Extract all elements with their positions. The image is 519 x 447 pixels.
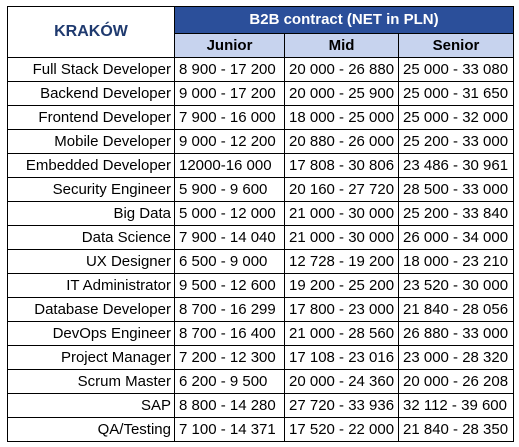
senior-salary-cell: 32 112 - 39 600: [398, 393, 514, 418]
mid-salary-cell: 20 160 - 27 720: [284, 177, 399, 202]
senior-salary-cell: 25 000 - 31 650: [398, 81, 514, 106]
role-cell: Project Manager: [7, 345, 175, 370]
mid-salary-cell: 17 800 - 23 000: [284, 297, 399, 322]
role-cell: Mobile Developer: [7, 129, 175, 154]
header-row-top: KRAKÓW B2B contract (NET in PLN): [7, 6, 514, 58]
table-row: IT Administrator 9 500 - 12 600 19 200 -…: [7, 273, 514, 298]
senior-salary-cell: 26 000 - 34 000: [398, 225, 514, 250]
role-cell: SAP: [7, 393, 175, 418]
table-row: UX Designer 6 500 - 9 000 12 728 - 19 20…: [7, 249, 514, 274]
table-row: Embedded Developer 12000-16 000 17 808 -…: [7, 153, 514, 178]
junior-salary-cell: 5 900 - 9 600: [174, 177, 285, 202]
table-row: Security Engineer 5 900 - 9 600 20 160 -…: [7, 177, 514, 202]
table-row: QA/Testing 7 100 - 14 371 17 520 - 22 00…: [7, 417, 514, 442]
role-cell: UX Designer: [7, 249, 175, 274]
senior-salary-cell: 26 880 - 33 000: [398, 321, 514, 346]
senior-salary-cell: 28 500 - 33 000: [398, 177, 514, 202]
table-row: Database Developer 8 700 - 16 299 17 800…: [7, 297, 514, 322]
mid-salary-cell: 20 000 - 26 880: [284, 57, 399, 82]
city-header: KRAKÓW: [7, 6, 175, 58]
table-row: DevOps Engineer 8 700 - 16 400 21 000 - …: [7, 321, 514, 346]
junior-salary-cell: 9 500 - 12 600: [174, 273, 285, 298]
table-row: Full Stack Developer 8 900 - 17 200 20 0…: [7, 57, 514, 82]
role-cell: QA/Testing: [7, 417, 175, 442]
contract-type-header: B2B contract (NET in PLN): [174, 6, 514, 34]
senior-salary-cell: 25 200 - 33 840: [398, 201, 514, 226]
junior-salary-cell: 7 900 - 14 040: [174, 225, 285, 250]
senior-salary-cell: 25 000 - 33 080: [398, 57, 514, 82]
role-cell: Database Developer: [7, 297, 175, 322]
mid-salary-cell: 21 000 - 30 000: [284, 201, 399, 226]
mid-salary-cell: 18 000 - 25 000: [284, 105, 399, 130]
table-row: Data Science 7 900 - 14 040 21 000 - 30 …: [7, 225, 514, 250]
role-cell: Backend Developer: [7, 81, 175, 106]
role-cell: Frontend Developer: [7, 105, 175, 130]
mid-salary-cell: 19 200 - 25 200: [284, 273, 399, 298]
senior-salary-cell: 23 520 - 30 000: [398, 273, 514, 298]
role-cell: Embedded Developer: [7, 153, 175, 178]
junior-salary-cell: 9 000 - 12 200: [174, 129, 285, 154]
mid-salary-cell: 21 000 - 28 560: [284, 321, 399, 346]
senior-salary-cell: 20 000 - 26 208: [398, 369, 514, 394]
role-cell: Full Stack Developer: [7, 57, 175, 82]
table-row: Frontend Developer 7 900 - 16 000 18 000…: [7, 105, 514, 130]
senior-salary-cell: 25 200 - 33 000: [398, 129, 514, 154]
table-row: Project Manager 7 200 - 12 300 17 108 - …: [7, 345, 514, 370]
junior-salary-cell: 8 700 - 16 400: [174, 321, 285, 346]
table-row: Big Data 5 000 - 12 000 21 000 - 30 000 …: [7, 201, 514, 226]
level-header-senior: Senior: [398, 32, 514, 59]
senior-salary-cell: 21 840 - 28 350: [398, 417, 514, 442]
junior-salary-cell: 6 200 - 9 500: [174, 369, 285, 394]
senior-salary-cell: 18 000 - 23 210: [398, 249, 514, 274]
junior-salary-cell: 6 500 - 9 000: [174, 249, 285, 274]
senior-salary-cell: 23 486 - 30 961: [398, 153, 514, 178]
senior-salary-cell: 25 000 - 32 000: [398, 105, 514, 130]
junior-salary-cell: 7 200 - 12 300: [174, 345, 285, 370]
mid-salary-cell: 20 880 - 26 000: [284, 129, 399, 154]
mid-salary-cell: 17 808 - 30 806: [284, 153, 399, 178]
table-row: Mobile Developer 9 000 - 12 200 20 880 -…: [7, 129, 514, 154]
role-cell: IT Administrator: [7, 273, 175, 298]
salary-table: KRAKÓW B2B contract (NET in PLN) Junior …: [7, 6, 514, 442]
table-row: Backend Developer 9 000 - 17 200 20 000 …: [7, 81, 514, 106]
junior-salary-cell: 9 000 - 17 200: [174, 81, 285, 106]
mid-salary-cell: 20 000 - 24 360: [284, 369, 399, 394]
role-cell: DevOps Engineer: [7, 321, 175, 346]
junior-salary-cell: 8 800 - 14 280: [174, 393, 285, 418]
header-row-levels: Junior Mid Senior: [8, 32, 514, 59]
role-cell: Data Science: [7, 225, 175, 250]
senior-salary-cell: 23 000 - 28 320: [398, 345, 514, 370]
senior-salary-cell: 21 840 - 28 056: [398, 297, 514, 322]
mid-salary-cell: 12 728 - 19 200: [284, 249, 399, 274]
role-cell: Scrum Master: [7, 369, 175, 394]
mid-salary-cell: 21 000 - 30 000: [284, 225, 399, 250]
table-row: SAP 8 800 - 14 280 27 720 - 33 936 32 11…: [7, 393, 514, 418]
junior-salary-cell: 8 700 - 16 299: [174, 297, 285, 322]
mid-salary-cell: 20 000 - 25 900: [284, 81, 399, 106]
junior-salary-cell: 8 900 - 17 200: [174, 57, 285, 82]
mid-salary-cell: 27 720 - 33 936: [284, 393, 399, 418]
junior-salary-cell: 12000-16 000: [174, 153, 285, 178]
junior-salary-cell: 7 100 - 14 371: [174, 417, 285, 442]
level-header-junior: Junior: [174, 32, 285, 59]
junior-salary-cell: 7 900 - 16 000: [174, 105, 285, 130]
level-header-mid: Mid: [284, 32, 399, 59]
junior-salary-cell: 5 000 - 12 000: [174, 201, 285, 226]
salary-table-container: KRAKÓW B2B contract (NET in PLN) Junior …: [7, 6, 514, 442]
mid-salary-cell: 17 108 - 23 016: [284, 345, 399, 370]
role-cell: Security Engineer: [7, 177, 175, 202]
mid-salary-cell: 17 520 - 22 000: [284, 417, 399, 442]
role-cell: Big Data: [7, 201, 175, 226]
table-row: Scrum Master 6 200 - 9 500 20 000 - 24 3…: [7, 369, 514, 394]
